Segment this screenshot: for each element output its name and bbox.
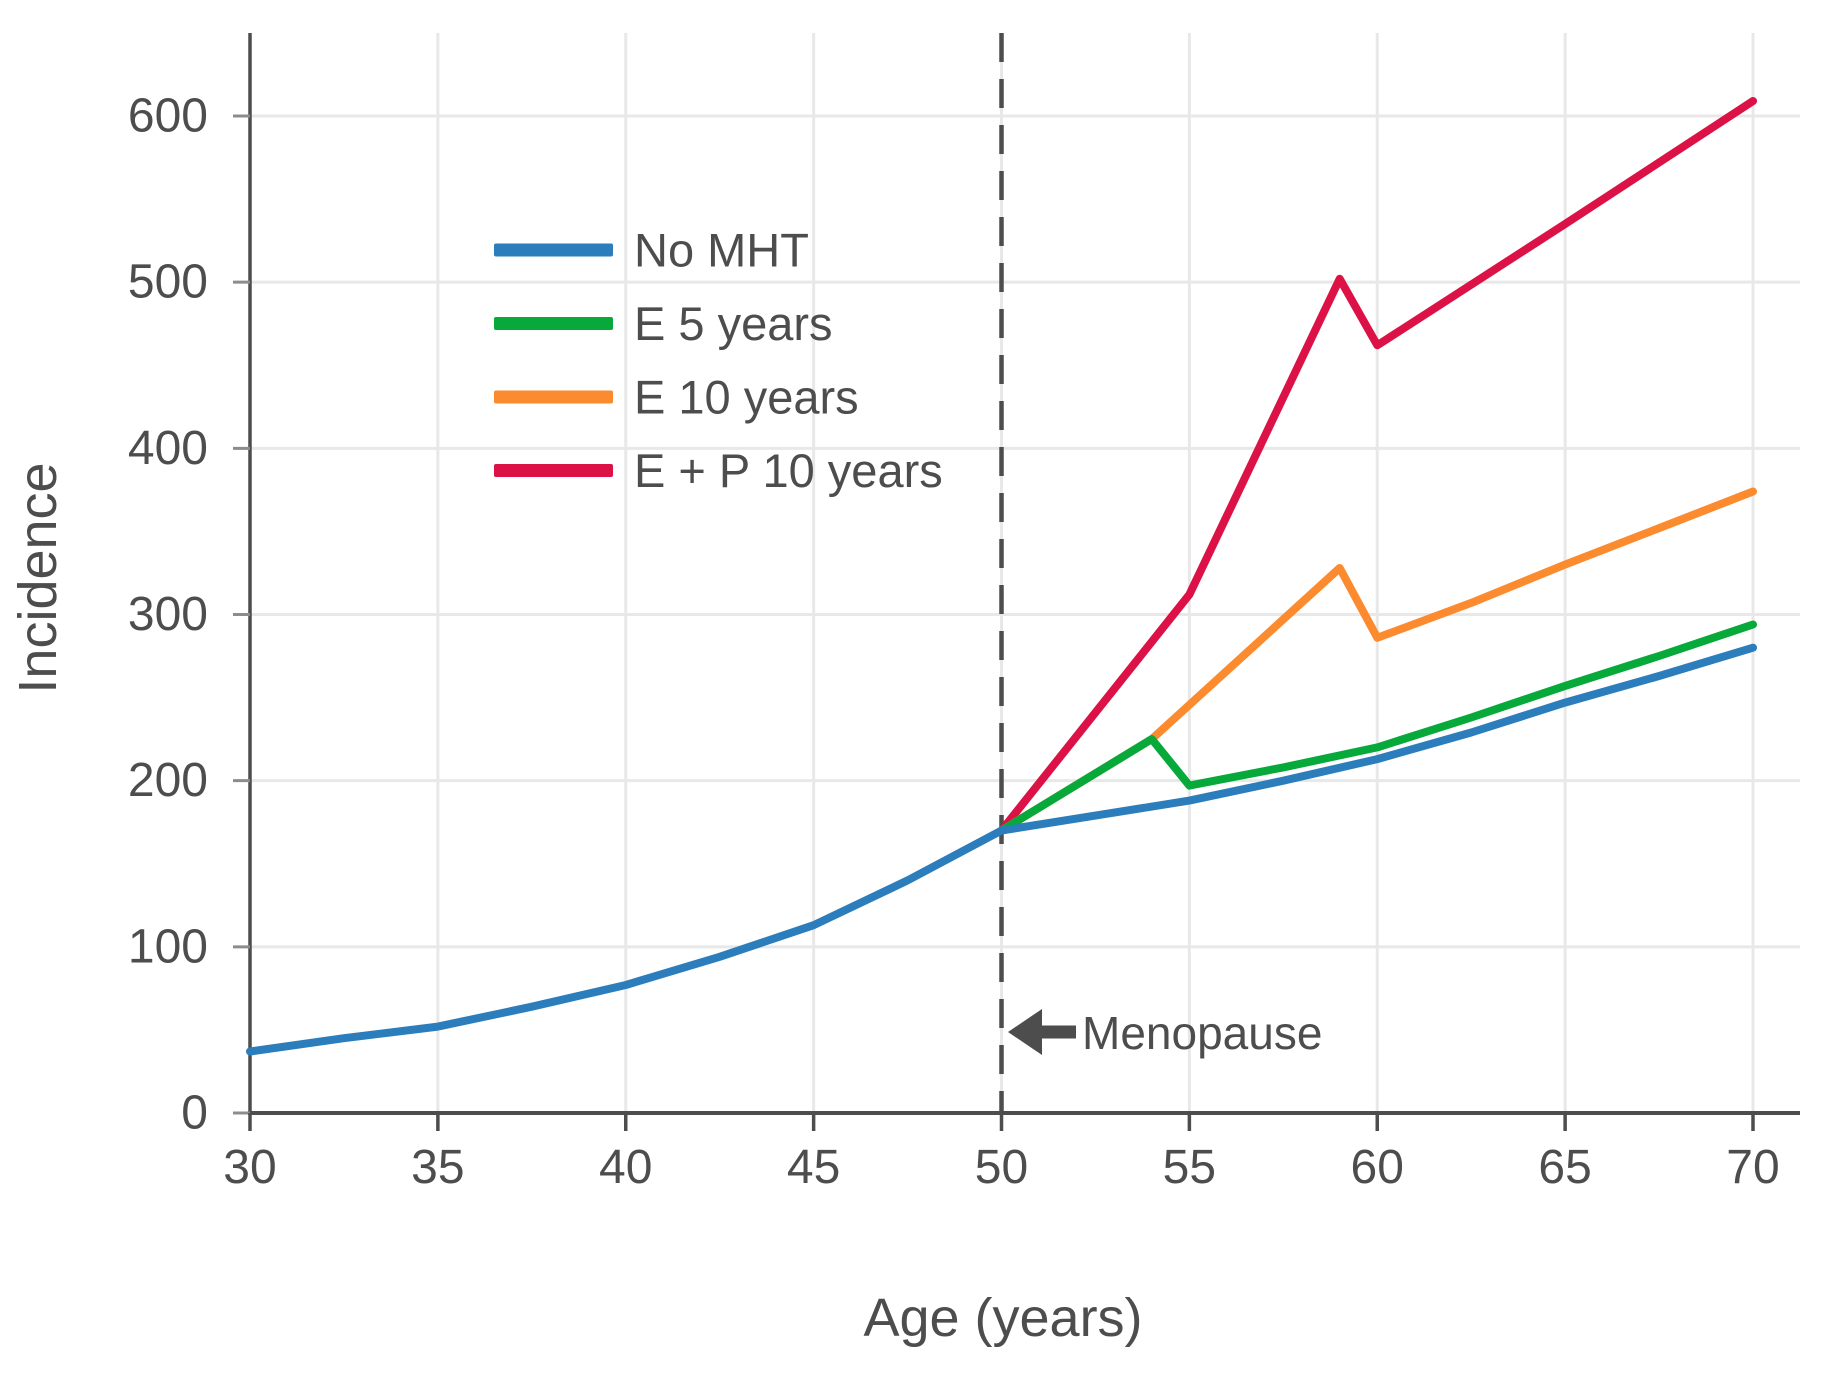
x-tick-label-40: 40 xyxy=(599,1141,652,1194)
y-axis-title: Incidence xyxy=(8,462,68,693)
y-tick-label-600: 600 xyxy=(128,89,208,142)
y-tick-label-400: 400 xyxy=(128,422,208,475)
x-tick-label-65: 65 xyxy=(1538,1141,1591,1194)
series-lines xyxy=(246,97,1757,1056)
legend-swatch-e-5-years xyxy=(494,317,613,330)
legend-swatch-e-10-years xyxy=(494,390,613,404)
x-tick-label-45: 45 xyxy=(787,1141,840,1194)
legend-swatch-e-p-10-years xyxy=(494,464,613,477)
y-tick-label-200: 200 xyxy=(128,754,208,807)
menopause-annotation: Menopause xyxy=(1008,1007,1322,1059)
legend-label-e-5-years: E 5 years xyxy=(634,297,833,350)
x-axis-title: Age (years) xyxy=(863,1288,1142,1348)
legend-label-e-p-10-years: E + P 10 years xyxy=(634,444,943,497)
y-tick-label-0: 0 xyxy=(181,1087,208,1140)
chart-legend: No MHT E 5 years E 10 years E + P 10 yea… xyxy=(494,224,943,497)
legend-label-no-mht: No MHT xyxy=(634,224,809,277)
x-tick-label-30: 30 xyxy=(223,1141,276,1194)
x-tick-label-70: 70 xyxy=(1726,1141,1779,1194)
y-tick-label-500: 500 xyxy=(128,256,208,309)
series-line-e-p-10-years xyxy=(997,97,1757,835)
menopause-label: Menopause xyxy=(1082,1007,1322,1059)
y-tick-label-100: 100 xyxy=(128,920,208,973)
left-arrow-icon xyxy=(1008,1009,1076,1055)
axes: 0 100 200 300 400 500 600 30 35 40 45 50 55 60 65 70 xyxy=(128,33,1800,1194)
y-tick-label-300: 300 xyxy=(128,588,208,641)
x-tick-label-35: 35 xyxy=(411,1141,464,1194)
legend-swatch-no-mht xyxy=(494,243,613,257)
x-tick-label-60: 60 xyxy=(1351,1141,1404,1194)
legend-label-e-10-years: E 10 years xyxy=(634,371,859,424)
series-line-no-mht xyxy=(246,643,1757,1056)
series-line-e-10-years xyxy=(997,487,1757,835)
x-tick-label-50: 50 xyxy=(975,1141,1028,1194)
x-tick-label-55: 55 xyxy=(1163,1141,1216,1194)
series-line-e-5-years xyxy=(997,620,1757,835)
gridlines xyxy=(250,33,1800,1113)
